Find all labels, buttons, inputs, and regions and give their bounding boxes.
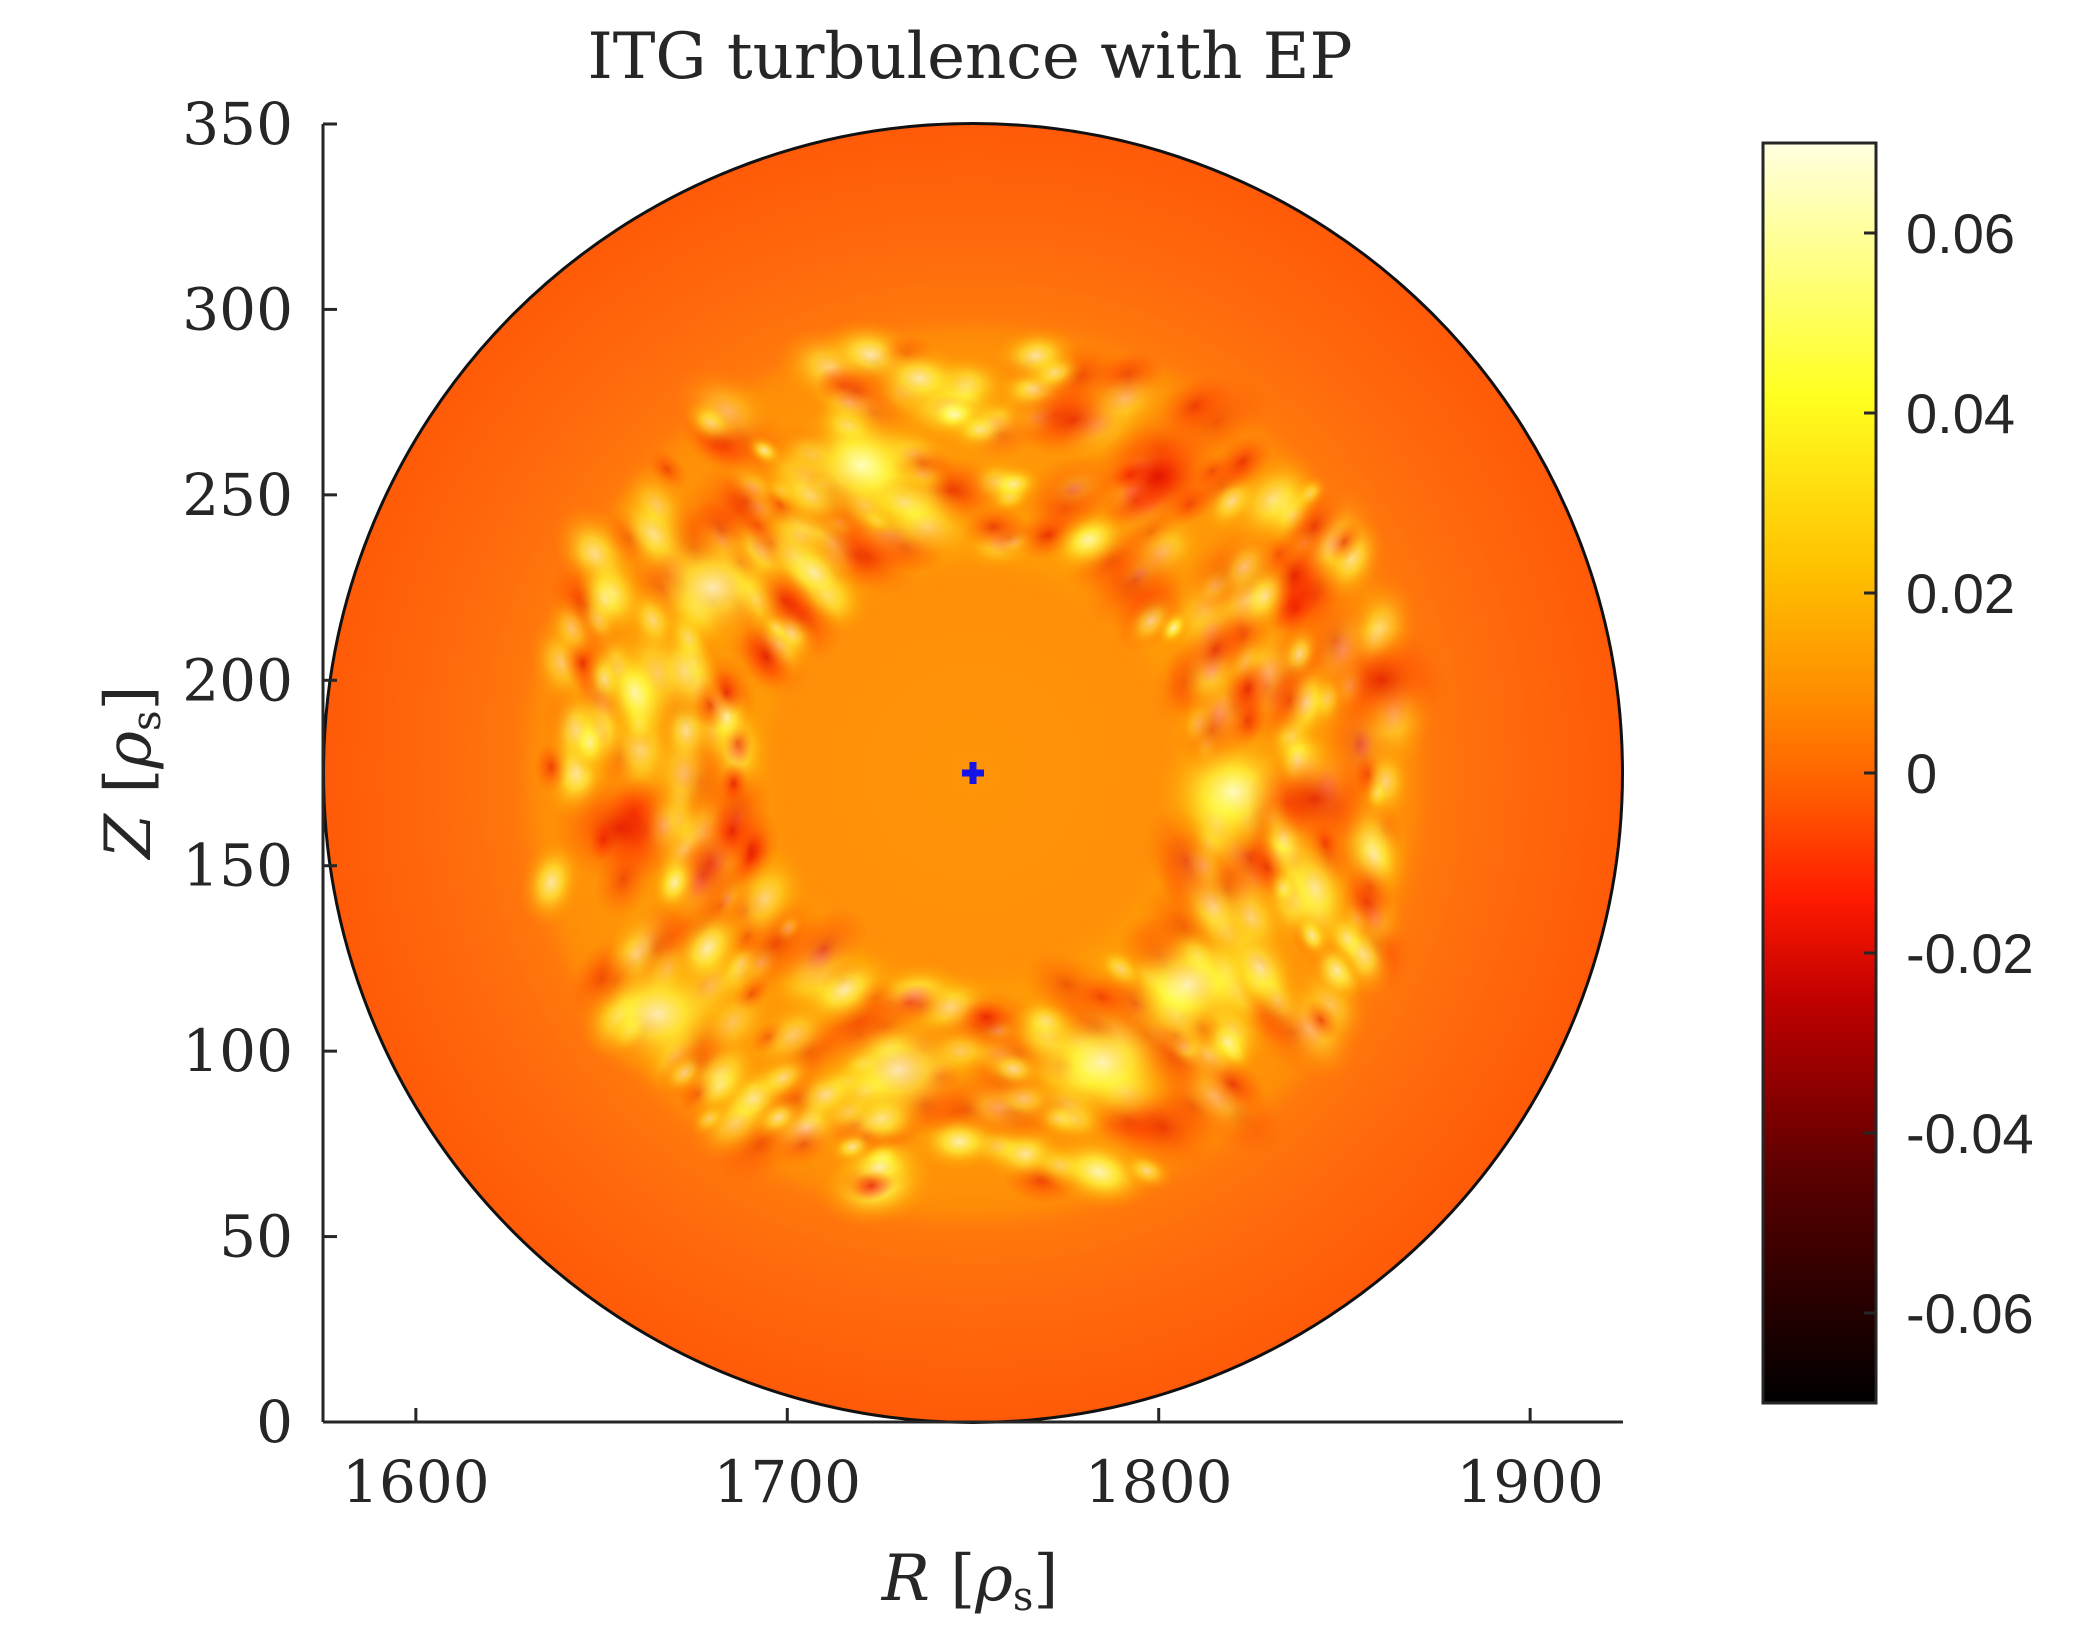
x-tick-label: 1800 xyxy=(1085,1448,1233,1516)
plot-area xyxy=(322,122,1624,1424)
positive-eddy xyxy=(1212,531,1277,603)
positive-eddy xyxy=(1043,1132,1153,1211)
positive-eddy xyxy=(1123,592,1178,650)
y-axis-label-var: Z xyxy=(92,812,166,860)
y-axis-ticks: 0 50 100 150 200 250 300 350 xyxy=(182,90,337,1456)
colorbar: 0.06 0.04 0.02 0 -0.02 -0.04 -0.06 xyxy=(1761,141,2034,1405)
positive-eddy xyxy=(1225,451,1319,548)
positive-feature xyxy=(575,948,739,1080)
colorbar-tick-label: -0.04 xyxy=(1906,1102,2034,1165)
positive-eddy xyxy=(684,1053,756,1120)
positive-eddy xyxy=(601,643,669,740)
negative-eddy xyxy=(719,762,749,805)
colorbar-tick-label: 0 xyxy=(1906,742,1937,805)
chart-title: ITG turbulence with EP xyxy=(587,20,1352,94)
negative-eddy xyxy=(709,797,755,864)
colorbar-tick-label: 0.02 xyxy=(1906,562,2015,625)
x-axis-label: R [ρs] xyxy=(881,1542,1059,1620)
x-axis-ticks: 1600 1700 1800 1900 xyxy=(342,1408,1604,1516)
negative-eddy xyxy=(1302,999,1340,1042)
negative-eddy xyxy=(1274,583,1315,634)
x-tick-label: 1900 xyxy=(1456,1448,1604,1516)
y-tick-label: 200 xyxy=(182,646,293,714)
positive-feature xyxy=(1106,919,1271,1050)
y-tick-label: 50 xyxy=(219,1203,293,1271)
turbulence-field xyxy=(519,318,1449,1228)
y-tick-label: 350 xyxy=(182,90,293,158)
positive-feature xyxy=(817,1004,981,1135)
positive-eddy xyxy=(620,465,694,544)
negative-feature xyxy=(1091,422,1226,530)
y-axis-label-unit: ρ xyxy=(92,731,166,770)
colorbar-tick-label: -0.06 xyxy=(1906,1282,2034,1345)
y-tick-label: 300 xyxy=(182,275,293,343)
negative-eddy xyxy=(849,1170,894,1202)
colorbar-tick-label: -0.02 xyxy=(1906,922,2034,985)
positive-eddy xyxy=(984,464,1044,505)
positive-feature xyxy=(779,399,944,531)
negative-eddy xyxy=(1180,605,1251,694)
axes: 1600 1700 1800 1900 0 50 100 150 200 250 300 350 xyxy=(182,90,1623,1516)
colorbar-ticks: 0.06 0.04 0.02 0 -0.02 -0.04 -0.06 xyxy=(1864,202,2034,1345)
positive-eddy xyxy=(574,560,635,638)
x-axis-label-var: R xyxy=(881,1542,930,1616)
negative-feature xyxy=(1247,745,1382,853)
negative-eddy xyxy=(1020,382,1127,458)
positive-eddy xyxy=(1311,938,1363,1002)
negative-eddy xyxy=(772,1119,835,1168)
x-axis-label-sub: s xyxy=(1013,1574,1034,1620)
positive-eddy xyxy=(568,710,612,775)
colorbar-tick-label: 0.04 xyxy=(1906,382,2015,445)
positive-eddy xyxy=(828,1129,876,1164)
negative-feature xyxy=(553,775,688,883)
colorbar-tick-label: 0.06 xyxy=(1906,202,2015,265)
y-tick-label: 250 xyxy=(182,461,293,529)
negative-eddy xyxy=(960,999,1013,1034)
negative-feature xyxy=(1314,626,1449,734)
y-tick-label: 150 xyxy=(182,832,293,900)
negative-eddy xyxy=(1264,664,1315,737)
y-tick-label: 0 xyxy=(256,1388,293,1456)
x-tick-label: 1600 xyxy=(342,1448,490,1516)
positive-eddy xyxy=(1054,513,1119,565)
negative-eddy xyxy=(1344,851,1396,923)
negative-eddy xyxy=(813,520,901,591)
positive-eddy xyxy=(993,326,1079,385)
colorbar-gradient xyxy=(1761,141,1878,1405)
positive-feature xyxy=(631,522,795,653)
magnetic-axis-marker xyxy=(962,762,984,784)
x-tick-label: 1700 xyxy=(713,1448,861,1516)
y-axis-label: Z [ρs] xyxy=(92,686,170,861)
y-tick-label: 100 xyxy=(182,1017,293,1085)
positive-eddy xyxy=(675,366,781,457)
x-axis-label-unit: ρ xyxy=(974,1542,1013,1616)
positive-eddy xyxy=(723,848,807,949)
y-axis-label-sub: s xyxy=(124,711,170,732)
positive-eddy xyxy=(949,409,1011,450)
